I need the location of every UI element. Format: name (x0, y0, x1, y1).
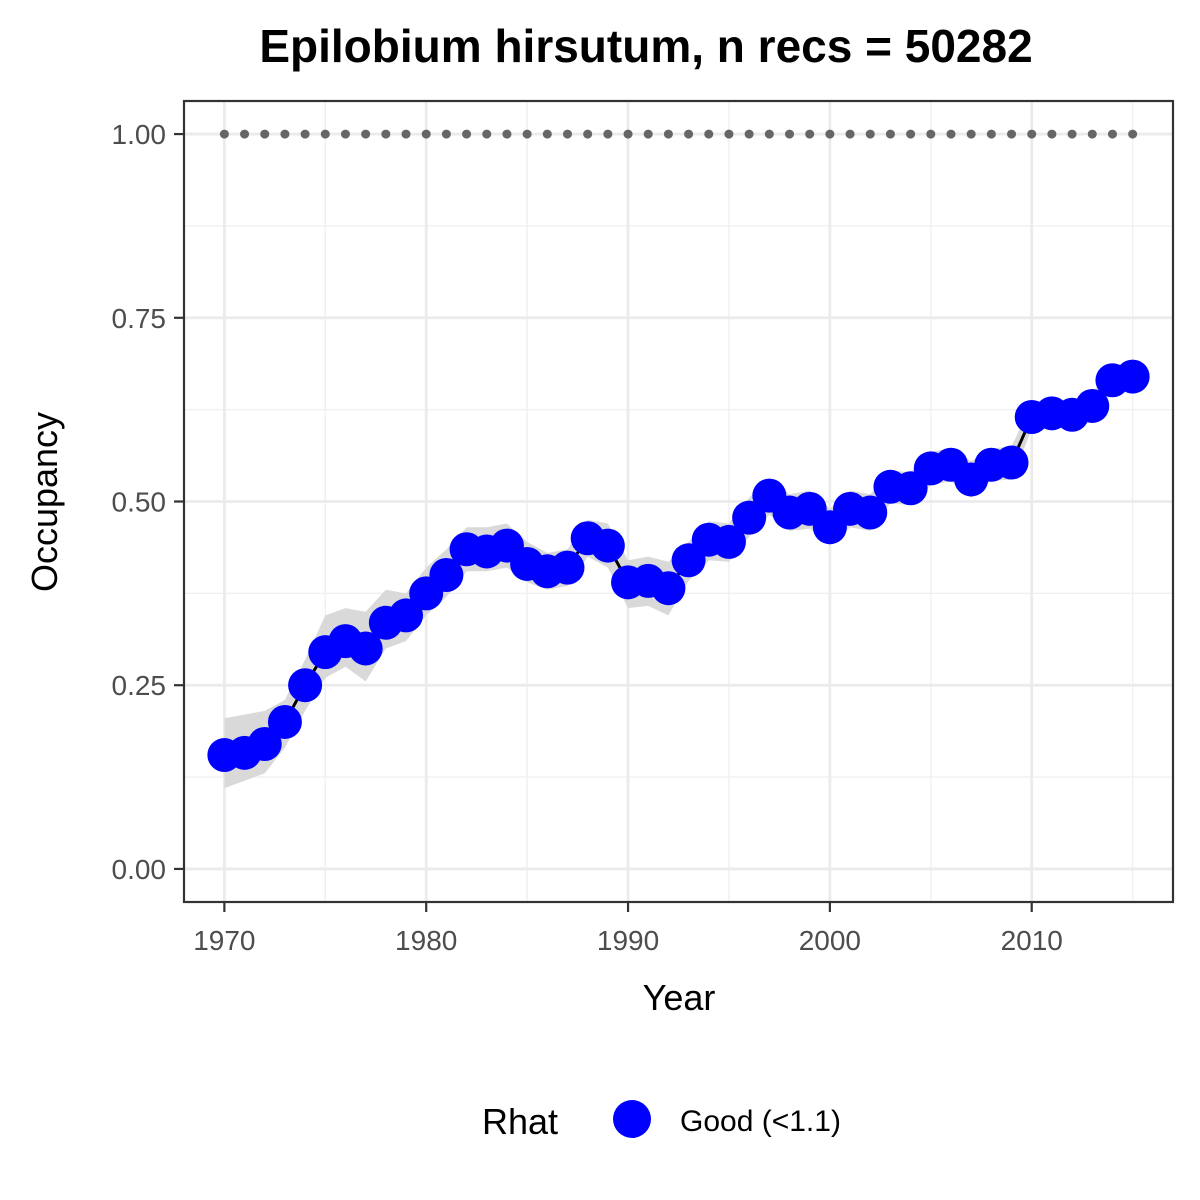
data-point (288, 668, 323, 703)
reference-point (805, 129, 815, 139)
reference-point (744, 129, 754, 139)
reference-point (240, 129, 250, 139)
y-tick-label: 0.75 (112, 303, 167, 334)
data-point (550, 550, 585, 585)
reference-point (219, 129, 229, 139)
reference-point (785, 129, 795, 139)
reference-point (1007, 129, 1017, 139)
reference-point (906, 129, 916, 139)
reference-point (643, 129, 653, 139)
reference-point (885, 129, 895, 139)
reference-point (623, 129, 633, 139)
reference-point (1107, 129, 1117, 139)
y-tick-label: 0.00 (112, 854, 167, 885)
legend: Rhat Good (<1.1) (482, 1100, 841, 1142)
reference-point (502, 129, 512, 139)
reference-point (845, 129, 855, 139)
reference-point (421, 129, 431, 139)
data-point (994, 445, 1029, 480)
reference-point (663, 129, 673, 139)
legend-label-good: Good (<1.1) (680, 1105, 841, 1138)
x-tick-label: 1980 (395, 925, 457, 956)
reference-point (1067, 129, 1077, 139)
x-axis-title: Year (643, 977, 716, 1018)
data-point (1115, 359, 1150, 394)
data-point (711, 524, 746, 559)
legend-key-good (613, 1100, 651, 1138)
y-tick-label: 0.50 (112, 487, 167, 518)
reference-point (340, 129, 350, 139)
data-point (348, 631, 383, 666)
data-point (267, 704, 302, 739)
x-tick-label: 2010 (1001, 925, 1063, 956)
y-tick-label: 0.25 (112, 670, 167, 701)
reference-point (320, 129, 330, 139)
reference-point (684, 129, 694, 139)
reference-point (966, 129, 976, 139)
plot-area: 1970 1980 1990 2000 2010 0.00 0.25 0.50 0.75 1.00 (112, 99, 1175, 956)
reference-point (865, 129, 875, 139)
reference-point (260, 129, 270, 139)
x-tick-label: 1990 (597, 925, 659, 956)
y-tick-label: 1.00 (112, 119, 167, 150)
y-axis-title: Occupancy (24, 412, 65, 592)
reference-point (401, 129, 411, 139)
reference-point (926, 129, 936, 139)
reference-point (1027, 129, 1037, 139)
reference-point (1087, 129, 1097, 139)
data-point (853, 495, 888, 530)
data-point (1075, 388, 1110, 423)
reference-point (361, 129, 371, 139)
data-point (389, 598, 424, 633)
reference-point (704, 129, 714, 139)
reference-point (825, 129, 835, 139)
reference-point (764, 129, 774, 139)
reference-point (1128, 129, 1138, 139)
legend-title: Rhat (482, 1101, 558, 1142)
reference-point (724, 129, 734, 139)
x-tick-label: 2000 (799, 925, 861, 956)
reference-point (300, 129, 310, 139)
reference-point (381, 129, 391, 139)
reference-point (462, 129, 472, 139)
reference-point (562, 129, 572, 139)
data-point (429, 557, 464, 592)
reference-point (482, 129, 492, 139)
x-tick-label: 1970 (193, 925, 255, 956)
reference-point (280, 129, 290, 139)
chart-title: Epilobium hirsutum, n recs = 50282 (259, 20, 1032, 72)
reference-point (583, 129, 593, 139)
reference-point (441, 129, 451, 139)
reference-point (986, 129, 996, 139)
data-point (651, 571, 686, 606)
reference-point (542, 129, 552, 139)
data-point (247, 727, 282, 762)
data-point (732, 500, 767, 535)
reference-point (946, 129, 956, 139)
reference-point (1047, 129, 1057, 139)
reference-point (522, 129, 532, 139)
data-point (590, 528, 625, 563)
reference-point (603, 129, 613, 139)
